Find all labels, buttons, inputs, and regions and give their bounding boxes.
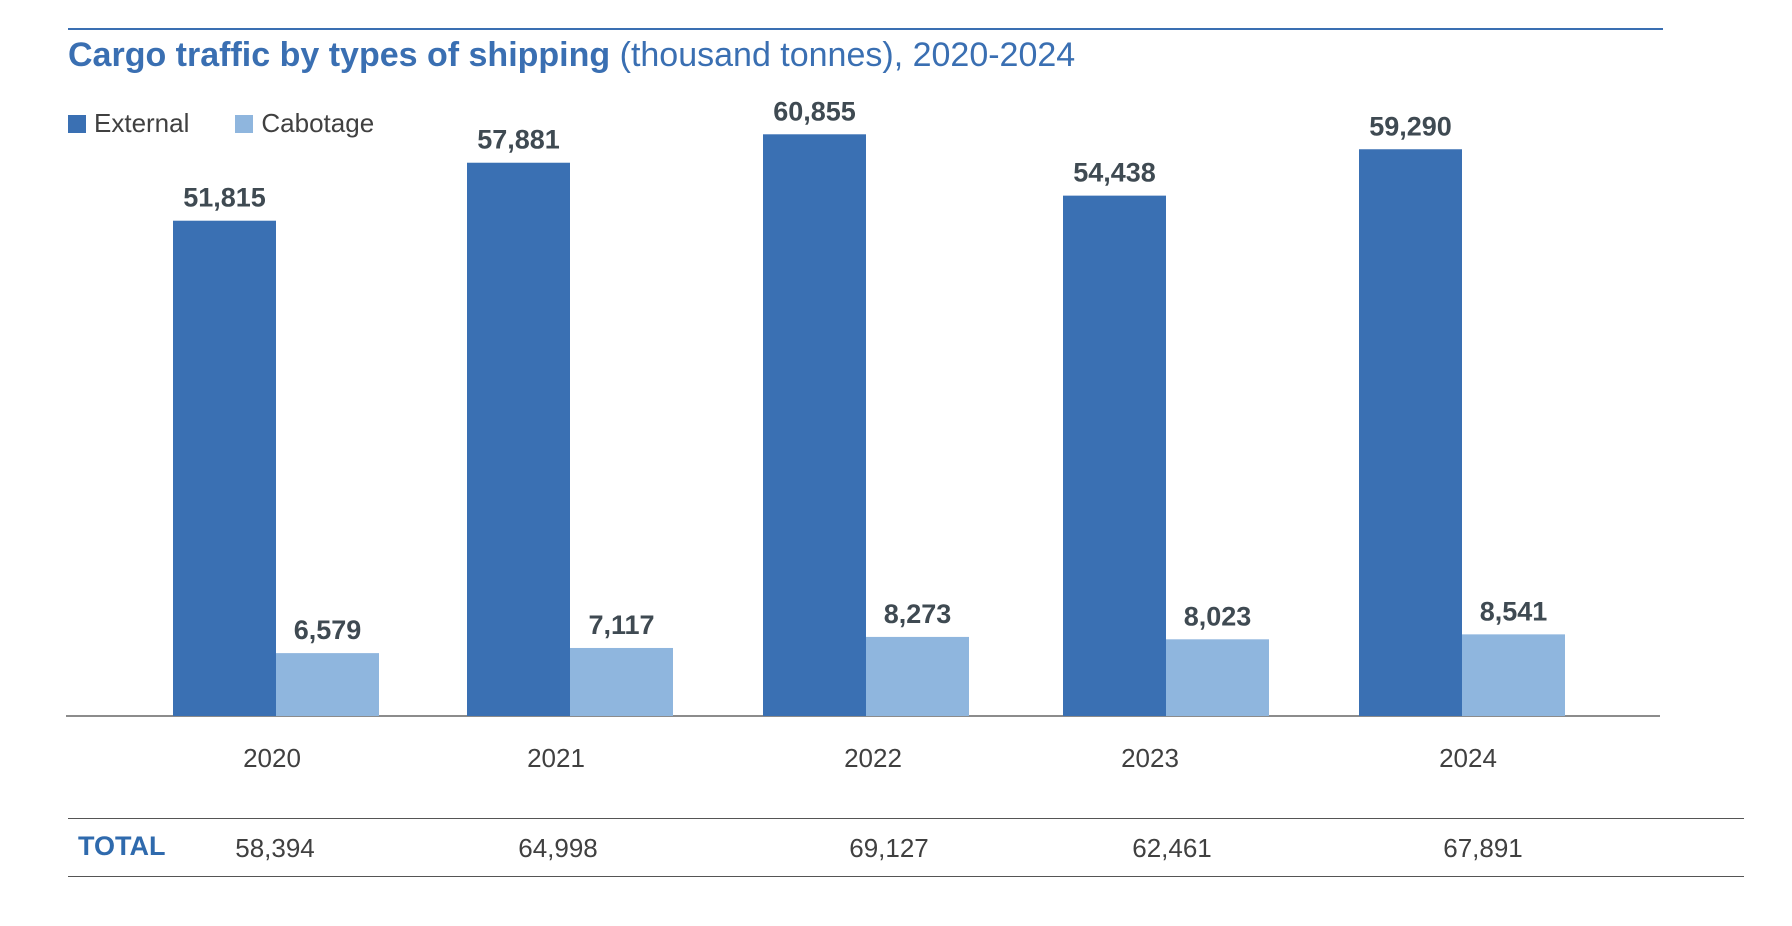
bar-external-2021 — [467, 162, 570, 717]
legend-label-external: External — [94, 108, 190, 138]
total-value-2020: 58,394 — [235, 833, 315, 863]
legend-swatch-cabotage — [235, 114, 254, 133]
bar-cabotage-2021 — [570, 647, 673, 716]
data-label-external-2020: 51,815 — [183, 183, 266, 213]
total-value-2024: 67,891 — [1443, 833, 1523, 863]
total-value-2022: 69,127 — [849, 833, 929, 863]
data-label-cabotage-2022: 8,273 — [884, 599, 952, 629]
total-value-2021: 64,998 — [518, 833, 598, 863]
bar-external-2023 — [1063, 195, 1166, 716]
bar-external-2024 — [1359, 149, 1462, 717]
x-tick-label-2024: 2024 — [1439, 743, 1497, 773]
data-label-cabotage-2020: 6,579 — [294, 615, 362, 645]
totals-bottom-rule — [68, 876, 1744, 877]
x-tick-label-2022: 2022 — [844, 743, 902, 773]
data-label-external-2023: 54,438 — [1073, 158, 1156, 188]
data-label-cabotage-2024: 8,541 — [1480, 596, 1548, 626]
legend-swatch-external — [68, 114, 86, 133]
total-value-2023: 62,461 — [1132, 833, 1212, 863]
bar-external-2022 — [763, 134, 866, 716]
legend-item-cabotage: Cabotage — [235, 108, 374, 139]
legend-label-cabotage: Cabotage — [261, 108, 375, 138]
data-label-cabotage-2023: 8,023 — [1184, 601, 1252, 631]
bar-cabotage-2023 — [1166, 639, 1269, 716]
legend-item-external: External — [68, 108, 189, 139]
bar-external-2020 — [173, 220, 276, 716]
totals-label: TOTAL — [78, 831, 166, 861]
data-label-external-2024: 59,290 — [1369, 111, 1452, 141]
data-label-cabotage-2021: 7,117 — [588, 610, 654, 640]
title-main: Cargo traffic by types of shipping — [68, 36, 611, 74]
totals-top-rule — [68, 818, 1744, 819]
bar-cabotage-2020 — [276, 653, 379, 716]
data-label-external-2021: 57,881 — [477, 125, 560, 155]
data-label-external-2022: 60,855 — [773, 96, 856, 126]
x-tick-label-2020: 2020 — [243, 743, 301, 773]
top-rule — [68, 28, 1663, 30]
x-tick-label-2023: 2023 — [1121, 743, 1179, 773]
bar-cabotage-2024 — [1462, 634, 1565, 716]
legend: External Cabotage — [68, 108, 420, 139]
bar-cabotage-2022 — [866, 636, 969, 716]
x-tick-label-2021: 2021 — [527, 743, 585, 773]
chart-title: Cargo traffic by types of shipping (thou… — [68, 36, 1075, 75]
title-subtitle: (thousand tonnes), 2020-2024 — [619, 36, 1076, 74]
